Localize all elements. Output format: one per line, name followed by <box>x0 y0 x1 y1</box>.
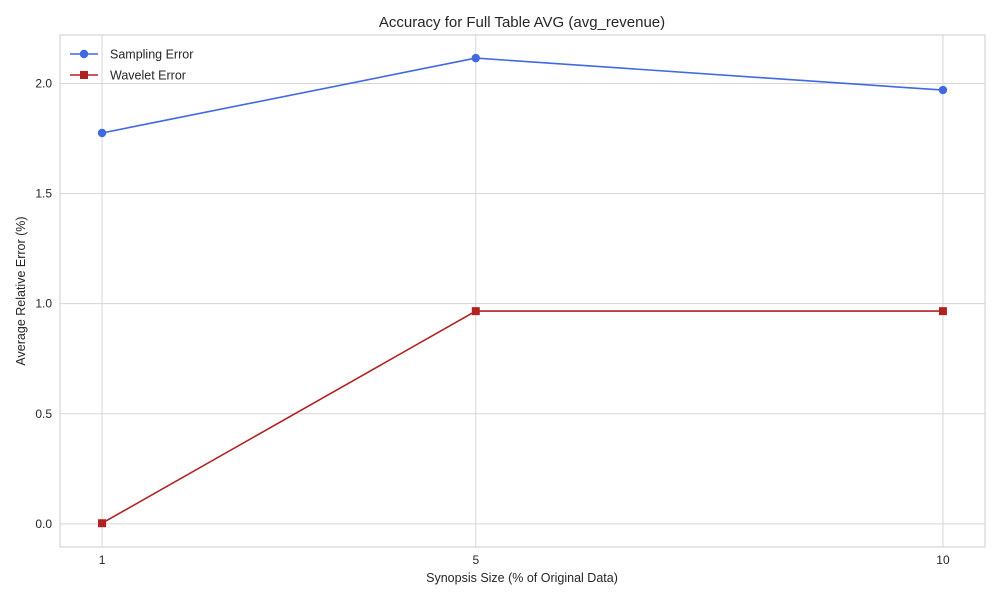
data-point-wavelet-error <box>938 307 947 316</box>
grid-layer <box>60 35 985 547</box>
x-tick-label: 5 <box>472 553 479 567</box>
tick-layer: 1 5 10 0.0 0.5 1.0 1.5 2.0 <box>35 76 950 567</box>
legend-marker-circle <box>79 49 89 59</box>
legend-item-sampling: Sampling Error <box>70 48 193 62</box>
y-tick-label: 0.5 <box>35 407 52 421</box>
y-axis-label: Average Relative Error (%) <box>14 216 28 365</box>
data-point-sampling-error <box>938 85 948 95</box>
y-tick-label: 1.5 <box>35 187 52 201</box>
x-tick-label: 10 <box>936 553 950 567</box>
legend-label-wavelet: Wavelet Error <box>110 69 186 83</box>
series-sampling-error <box>97 53 948 138</box>
y-tick-label: 2.0 <box>35 76 52 90</box>
legend: Sampling Error Wavelet Error <box>70 48 193 83</box>
y-tick-label: 1.0 <box>35 297 52 311</box>
x-axis-label: Synopsis Size (% of Original Data) <box>426 571 618 585</box>
x-tick-label: 1 <box>99 553 106 567</box>
series-wavelet-error <box>98 307 947 528</box>
y-tick-label: 0.0 <box>35 517 52 531</box>
series-layer <box>97 53 948 528</box>
data-point-sampling-error <box>97 128 107 138</box>
data-point-wavelet-error <box>98 519 107 528</box>
data-point-sampling-error <box>471 53 480 63</box>
data-point-wavelet-error <box>471 307 480 316</box>
legend-item-wavelet: Wavelet Error <box>70 69 186 83</box>
legend-label-sampling: Sampling Error <box>110 48 193 62</box>
plot-area <box>59 34 986 548</box>
chart-title: Accuracy for Full Table AVG (avg_revenue… <box>379 14 665 31</box>
legend-marker-square <box>80 71 88 79</box>
